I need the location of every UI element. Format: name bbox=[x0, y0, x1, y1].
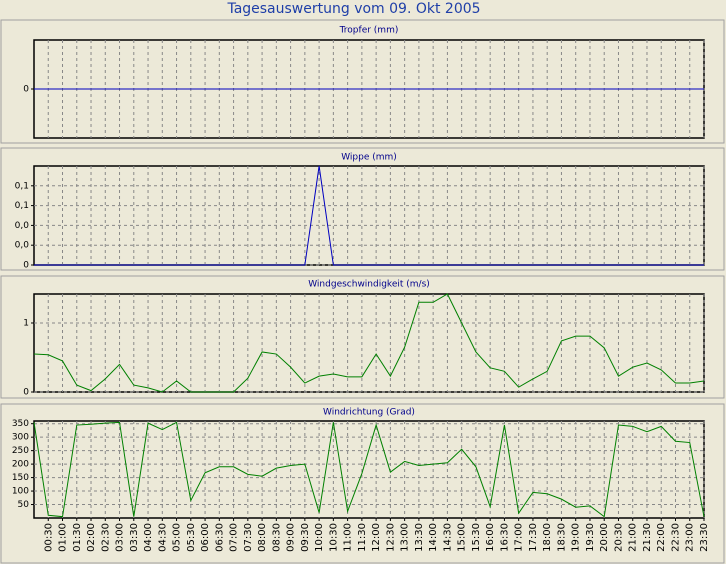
x-tick-label: 07:00 bbox=[229, 523, 240, 552]
x-tick-label: 07:30 bbox=[243, 523, 254, 552]
x-tick-label: 16:00 bbox=[485, 523, 496, 552]
x-tick-label: 23:30 bbox=[699, 523, 710, 552]
x-tick-label: 06:00 bbox=[200, 523, 211, 552]
x-tick-label: 12:30 bbox=[385, 523, 396, 552]
x-tick-label: 13:00 bbox=[400, 523, 411, 552]
plot-area bbox=[33, 420, 705, 519]
y-tick-label: 0 bbox=[23, 261, 29, 271]
x-tick-label: 17:30 bbox=[528, 523, 539, 552]
x-tick-label: 08:30 bbox=[271, 523, 282, 552]
x-tick-label: 05:00 bbox=[172, 523, 183, 552]
y-tick-label: 150 bbox=[12, 473, 29, 483]
y-tick-label: 0 bbox=[23, 85, 29, 95]
x-tick-label: 08:00 bbox=[257, 523, 268, 552]
y-tick-label: 0,1 bbox=[15, 181, 29, 191]
panel bbox=[0, 275, 725, 399]
plot-area bbox=[33, 165, 705, 266]
x-tick-label: 17:00 bbox=[514, 523, 525, 552]
x-tick-label: 19:30 bbox=[585, 523, 596, 552]
x-tick-label: 16:30 bbox=[499, 523, 510, 552]
y-tick-label: 200 bbox=[12, 460, 29, 470]
panel-title: Wippe (mm) bbox=[341, 153, 397, 163]
x-tick-label: 15:30 bbox=[471, 523, 482, 552]
x-tick-label: 14:00 bbox=[428, 523, 439, 552]
y-tick-label: 350 bbox=[12, 419, 29, 429]
x-tick-label: 05:30 bbox=[186, 523, 197, 552]
y-tick-label: 0 bbox=[23, 388, 29, 398]
y-tick-label: 300 bbox=[12, 433, 29, 443]
x-tick-label: 01:30 bbox=[72, 523, 83, 552]
x-tick-label: 19:00 bbox=[571, 523, 582, 552]
panel-title: Windgeschwindigkeit (m/s) bbox=[308, 280, 430, 290]
panel bbox=[0, 403, 725, 564]
y-tick-label: 50 bbox=[18, 500, 30, 510]
x-tick-label: 00:30 bbox=[43, 523, 54, 552]
x-tick-label: 09:00 bbox=[286, 523, 297, 552]
x-tick-label: 03:00 bbox=[115, 523, 126, 552]
x-tick-label: 10:00 bbox=[314, 523, 325, 552]
x-tick-label: 06:30 bbox=[214, 523, 225, 552]
x-tick-label: 18:30 bbox=[556, 523, 567, 552]
x-tick-label: 03:30 bbox=[129, 523, 140, 552]
x-tick-label: 23:00 bbox=[685, 523, 696, 552]
x-tick-label: 04:00 bbox=[143, 523, 154, 552]
x-tick-label: 18:00 bbox=[542, 523, 553, 552]
plot-area bbox=[33, 293, 705, 393]
x-tick-label: 20:30 bbox=[613, 523, 624, 552]
data-line bbox=[33, 293, 705, 393]
x-tick-label: 01:00 bbox=[58, 523, 69, 552]
x-tick-label: 14:30 bbox=[442, 523, 453, 552]
x-tick-label: 15:00 bbox=[457, 523, 468, 552]
panel-title: Windrichtung (Grad) bbox=[323, 408, 415, 418]
panel bbox=[0, 19, 725, 144]
x-tick-label: 12:00 bbox=[371, 523, 382, 552]
page-title: Tagesauswertung vom 09. Okt 2005 bbox=[226, 1, 480, 17]
x-tick-label: 22:30 bbox=[670, 523, 681, 552]
x-tick-label: 21:00 bbox=[628, 523, 639, 552]
x-tick-label: 02:30 bbox=[100, 523, 111, 552]
panel-title: Tropfer (mm) bbox=[339, 26, 399, 36]
x-tick-label: 09:30 bbox=[300, 523, 311, 552]
data-line bbox=[33, 421, 705, 518]
panel bbox=[0, 147, 725, 271]
y-tick-label: 0,0 bbox=[15, 241, 30, 251]
y-tick-label: 250 bbox=[12, 446, 29, 456]
x-tick-label: 02:00 bbox=[86, 523, 97, 552]
y-tick-label: 0,1 bbox=[15, 201, 29, 211]
x-tick-label: 10:30 bbox=[328, 523, 339, 552]
data-line bbox=[34, 165, 704, 266]
x-tick-label: 22:00 bbox=[656, 523, 667, 552]
x-tick-label: 04:30 bbox=[157, 523, 168, 552]
y-tick-label: 100 bbox=[12, 487, 29, 497]
x-tick-label: 13:30 bbox=[414, 523, 425, 552]
x-tick-label: 11:00 bbox=[343, 523, 354, 552]
y-tick-label: 1 bbox=[23, 318, 29, 328]
x-tick-label: 11:30 bbox=[357, 523, 368, 552]
x-tick-label: 21:30 bbox=[642, 523, 653, 552]
x-tick-label: 20:00 bbox=[599, 523, 610, 552]
y-tick-label: 0,0 bbox=[15, 221, 30, 231]
